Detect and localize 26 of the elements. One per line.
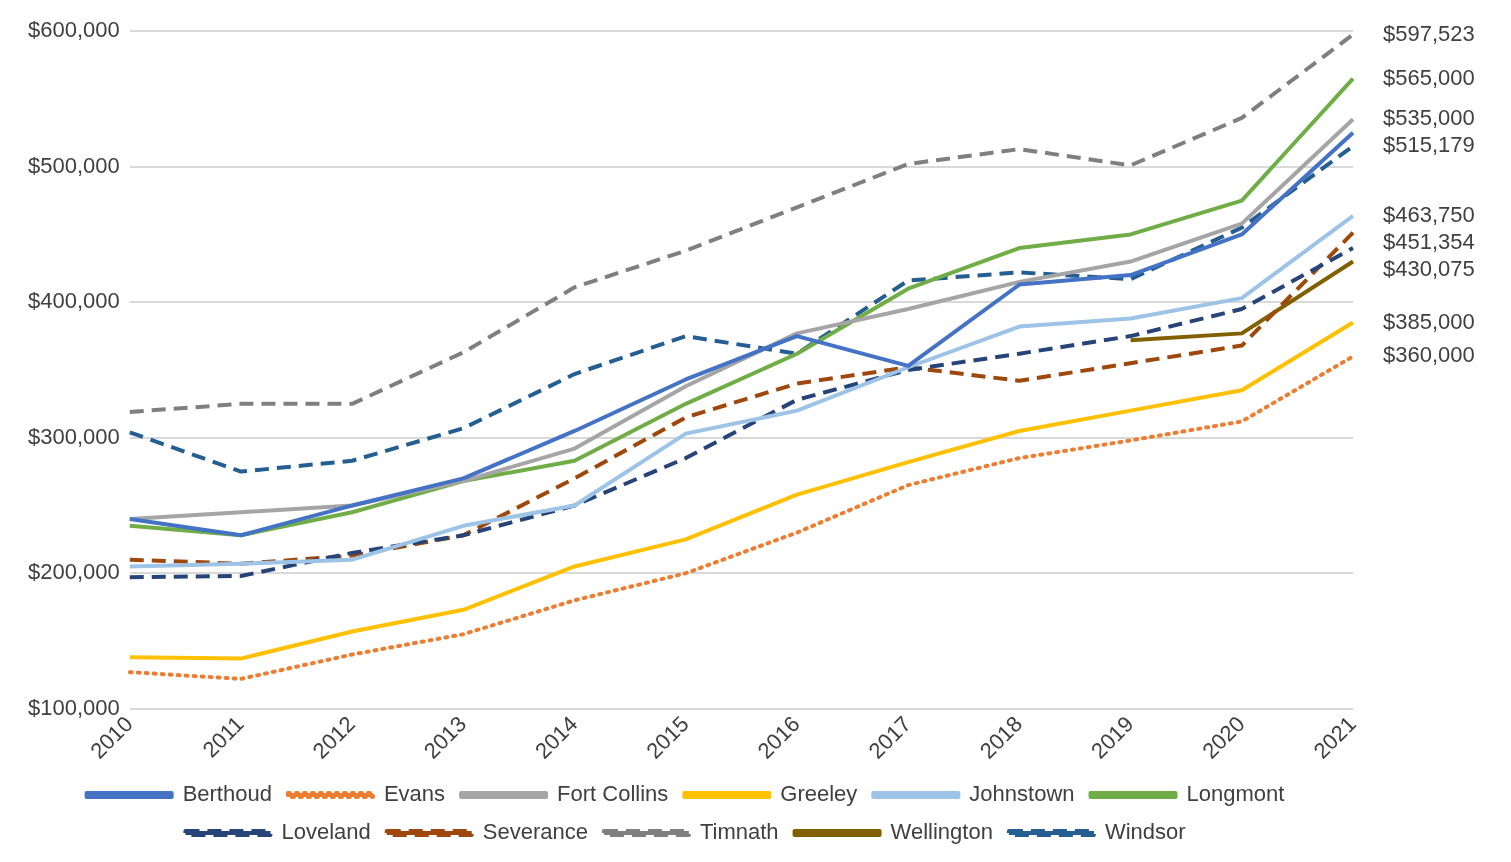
legend-label: Loveland [281,819,371,845]
data-label: $515,179 [1383,132,1475,158]
legend-label: Johnstown [969,781,1075,807]
data-label: $535,000 [1383,105,1475,131]
legend-label: Timnath [699,819,779,845]
legend-label: Wellington [890,819,993,845]
data-label: $385,000 [1383,308,1475,334]
y-tick-label: $200,000 [27,559,120,585]
line-series [127,32,1355,414]
legend-label: Greeley [780,781,858,807]
y-tick-label: $300,000 [27,423,120,449]
data-label: $463,750 [1383,201,1475,227]
legend-label: Berthoud [182,781,272,807]
legend-label: Windsor [1104,819,1186,845]
y-tick-label: $600,000 [27,17,120,43]
data-label: $597,523 [1383,20,1475,46]
y-tick-label: $500,000 [27,152,120,178]
data-label: $430,075 [1383,255,1475,281]
legend-label: Evans [383,781,446,807]
data-label: $451,354 [1383,228,1475,254]
legend-label: Longmont [1186,781,1285,807]
y-tick-label: $400,000 [27,288,120,314]
legend-label: Severance [482,819,588,845]
data-label: $565,000 [1383,64,1475,90]
data-label: $360,000 [1383,342,1475,368]
legend-label: Fort Collins [557,781,669,807]
